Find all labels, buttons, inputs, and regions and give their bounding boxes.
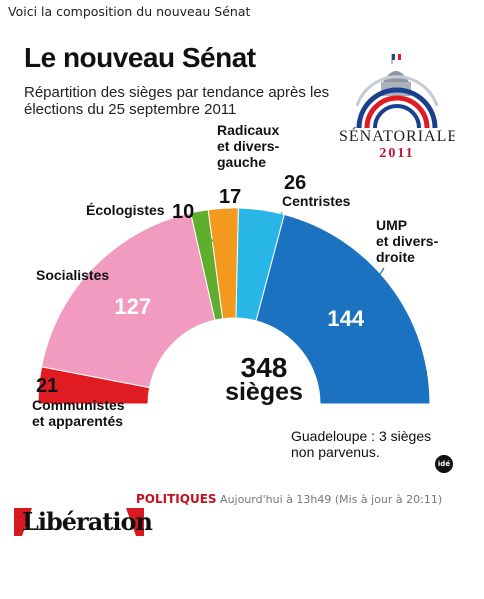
slice-ump-et-divers-droite — [255, 213, 431, 405]
guadeloupe-note: Guadeloupe : 3 sièges non parvenus. — [291, 428, 432, 460]
value-label-ump-et-divers-droite: 144 — [327, 306, 364, 331]
category-label-ump-et-divers-droite: UMP et divers-droite — [376, 217, 439, 265]
category-label-centristes: Centristes — [282, 193, 351, 209]
liberation-logo[interactable] — [14, 504, 144, 540]
page-caption: Voici la composition du nouveau Sénat — [8, 4, 251, 19]
leader-line-socialistes — [95, 289, 127, 311]
chart-title: Le nouveau Sénat — [24, 42, 256, 73]
total-seats-number: 348 — [240, 352, 288, 383]
category-label-radicaux-et-divers-gauche: Radicaux et divers-gauche — [217, 122, 280, 170]
total-seats-label: sièges — [225, 378, 303, 406]
chart-subtitle: Répartition des sièges par tendance aprè… — [24, 84, 330, 118]
value-label-ecologistes: 10 — [172, 201, 194, 223]
leader-line-ump-et-divers-droite — [363, 267, 385, 299]
senate-infographic: 21 Communistes et apparentés 127 Socialistes… — [14, 40, 455, 474]
article-meta: POLITIQUES Aujourd'hui à 13h49 (Mis à jo… — [136, 492, 442, 506]
category-label-communistes-et-apparentes: Communistes et apparentés — [32, 397, 125, 429]
logo-text: SÉNATORIALES — [339, 128, 455, 145]
liberation-wordmark: Libération — [22, 507, 153, 536]
value-label-radicaux-et-divers-gauche: 17 — [219, 186, 241, 208]
leader-line-ecologistes — [199, 221, 214, 243]
article-time: Aujourd'hui à 13h49 (Mis à jour à 20:11) — [220, 493, 443, 506]
logo-year: 2011 — [379, 146, 415, 161]
senatoriales-logo — [355, 53, 439, 129]
section-link[interactable]: POLITIQUES — [136, 492, 217, 506]
value-label-socialistes: 127 — [114, 294, 151, 319]
credit-badge: idé — [435, 455, 453, 473]
value-label-centristes: 26 — [284, 172, 306, 194]
slice-socialistes — [40, 212, 216, 389]
category-label-ecologistes: Écologistes — [86, 202, 165, 218]
value-label-communistes-et-apparentes: 21 — [36, 375, 58, 397]
leader-line-centristes — [271, 211, 283, 239]
category-label-socialistes: Socialistes — [36, 267, 109, 283]
